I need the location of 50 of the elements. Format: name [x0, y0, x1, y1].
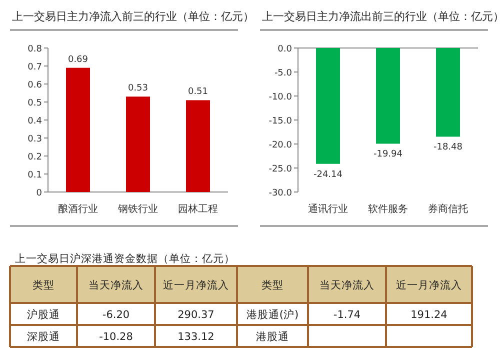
x-tick-label: 通讯行业: [308, 203, 348, 215]
text: 191.24: [410, 309, 448, 321]
text: 深股通: [27, 330, 60, 343]
y-tick-label: 0.3: [28, 134, 42, 144]
data-label: -24.14: [313, 170, 343, 180]
y-tick-label: 0: [36, 188, 42, 198]
y-tick-label: 0.0: [278, 44, 292, 54]
text: -1.74: [333, 309, 361, 321]
y-tick-label: -30.0: [268, 188, 292, 198]
chart-title: 上一交易日主力净流入前三的行业（单位：亿元）: [12, 10, 254, 23]
text: 近一月净流入: [163, 278, 229, 292]
text: 沪股通: [27, 308, 60, 321]
data-label: 0.51: [188, 87, 208, 98]
y-tick-label: 0.1: [28, 170, 42, 180]
y-tick-label: -20.0: [268, 140, 292, 150]
chart-title: 上一交易日主力净流出前三的行业（单位：亿元）: [262, 10, 500, 23]
y-tick-label: 0.4: [28, 116, 42, 126]
y-tick-label: -15.0: [268, 116, 292, 126]
x-tick-label: 钢铁行业: [117, 203, 158, 215]
text: 上一交易日沪深港通资金数据（单位：亿元）: [15, 252, 235, 265]
y-tick-label: 0.6: [28, 80, 42, 90]
y-tick-label: 0.7: [28, 62, 42, 72]
y-tick-label: -10.0: [268, 92, 292, 102]
data-label: 0.69: [68, 54, 88, 65]
bar: [66, 68, 90, 192]
text: 港股通: [256, 330, 289, 343]
y-tick-label: -5.0: [274, 68, 292, 78]
text: 类型: [262, 278, 284, 292]
x-tick-label: 软件服务: [368, 203, 408, 215]
text: 当天净流入: [320, 278, 374, 292]
data-label: -18.48: [433, 142, 463, 153]
text: 133.12: [178, 331, 214, 343]
y-tick-label: -25.0: [268, 164, 292, 174]
text: -6.20: [102, 309, 130, 321]
text: 290.37: [178, 309, 214, 321]
bar: [126, 96, 150, 192]
text: 当天净流入: [88, 278, 144, 292]
text: 港股通(沪): [246, 308, 299, 321]
text: 类型: [32, 278, 54, 292]
x-tick-label: 园林工程: [178, 203, 218, 215]
data-label: -19.94: [373, 150, 403, 160]
x-tick-label: 券商信托: [428, 203, 468, 215]
y-tick-label: 0.5: [28, 98, 42, 108]
x-tick-label: 酿酒行业: [58, 203, 98, 215]
data-label: 0.53: [128, 84, 148, 94]
bar: [186, 100, 210, 192]
y-tick-label: 0.8: [28, 44, 42, 54]
text: -10.28: [99, 331, 133, 343]
y-tick-label: 0.2: [28, 152, 42, 162]
text: 近一月净流入: [396, 278, 462, 292]
